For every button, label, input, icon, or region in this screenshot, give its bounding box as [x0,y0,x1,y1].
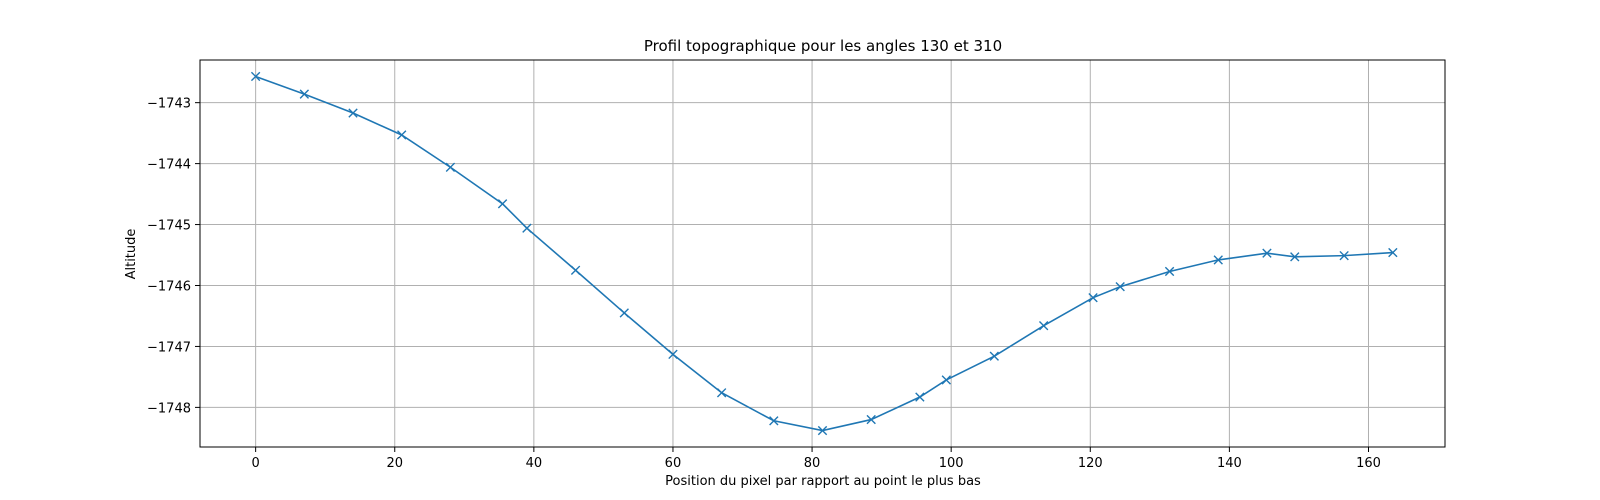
x-tick-label: 40 [526,456,543,471]
data-point-marker [250,71,261,82]
chart-title: Profil topographique pour les angles 130… [644,37,1002,55]
series-line [255,75,1393,432]
data-point-marker [941,375,951,385]
data-point-marker [570,265,581,275]
x-tick-label: 80 [804,456,821,471]
data-point-marker [668,349,678,360]
series-layer [250,71,1398,436]
x-tick-label: 100 [939,456,964,471]
data-point-marker [1213,255,1223,265]
data-point-marker [299,89,310,99]
x-tick-label: 20 [386,456,403,471]
grid-lines [200,60,1445,447]
y-tick-label: −1748 [147,401,191,416]
data-point-marker [1088,292,1098,303]
data-point-marker [1164,266,1175,277]
data-point-marker [497,199,508,209]
data-point-marker [716,388,727,398]
data-point-marker [1388,247,1398,258]
data-point-marker [1262,248,1272,258]
data-point-marker [619,308,629,318]
y-axis-label: Altitude [124,229,139,280]
y-axis-ticks: −1748 −1747 −1746 −1745 −1744 −1743 [147,97,200,416]
data-point-marker [1290,252,1300,262]
y-tick-label: −1743 [147,97,191,112]
data-point-marker [397,130,407,140]
plot-frame [199,59,1446,448]
data-point-marker [769,416,779,426]
data-point-marker [817,425,828,436]
x-axis-ticks: 0 20 40 60 80 100 120 140 160 [252,447,1381,471]
data-point-marker [989,351,999,361]
data-point-marker [915,392,925,402]
y-tick-label: −1744 [147,158,191,173]
x-tick-label: 160 [1356,456,1381,471]
y-tick-label: −1746 [147,279,191,294]
data-point-marker [348,108,358,118]
data-point-marker [1115,282,1125,292]
x-tick-label: 140 [1217,456,1242,471]
data-point-marker [445,162,456,172]
data-point-marker [522,223,532,233]
y-tick-label: −1745 [147,219,191,234]
x-tick-label: 60 [665,456,682,471]
x-axis-label: Position du pixel par rapport au point l… [665,474,981,489]
data-point-marker [866,414,876,425]
y-tick-label: −1747 [147,340,191,355]
x-tick-label: 120 [1078,456,1103,471]
data-point-marker [1038,321,1049,331]
x-tick-label: 0 [252,456,260,471]
data-point-marker [1339,250,1349,261]
